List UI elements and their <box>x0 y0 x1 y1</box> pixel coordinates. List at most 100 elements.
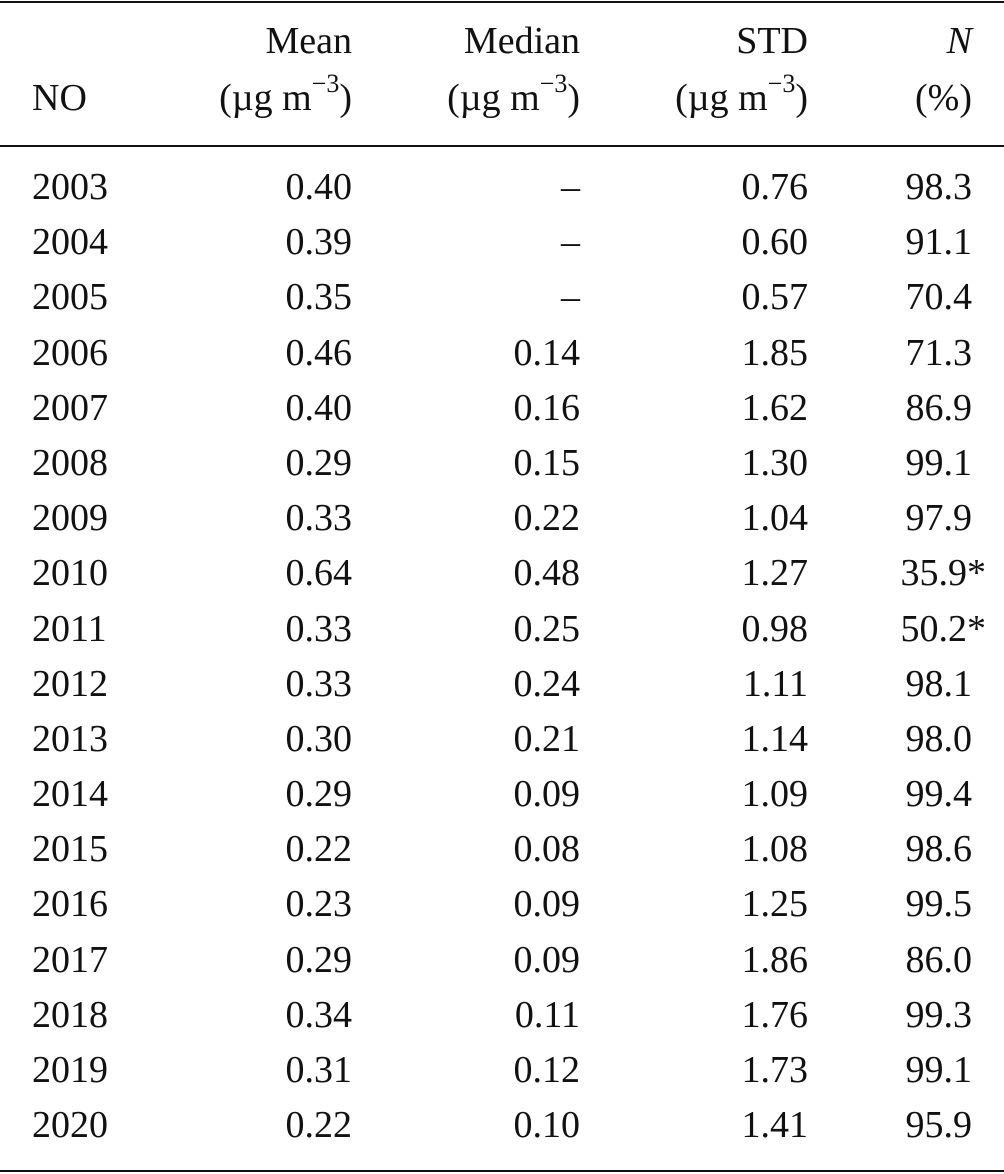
cell-year: 2012 <box>32 662 108 705</box>
cell-median: – <box>561 221 580 264</box>
cell-median: 0.24 <box>513 662 581 705</box>
cell-mean: 0.40 <box>285 386 353 429</box>
table-row: 2013 0.30 0.21 1.14 98.0 <box>0 712 1004 767</box>
cell-median: 0.21 <box>513 717 581 760</box>
table-row: 2009 0.33 0.22 1.04 97.9 <box>0 491 1004 546</box>
cell-std: 1.73 <box>741 1049 809 1091</box>
table-row: 2004 0.39 – 0.60 91.1 <box>0 215 1004 270</box>
cell-mean: 0.29 <box>285 441 353 484</box>
cell-mean: 0.40 <box>285 166 353 208</box>
cell-std: 1.76 <box>741 993 809 1036</box>
cell-year: 2016 <box>32 883 108 926</box>
cell-mean: 0.22 <box>285 828 353 871</box>
cell-median: 0.09 <box>513 883 581 926</box>
cell-mean: 0.29 <box>285 773 353 816</box>
cell-year: 2011 <box>32 607 107 650</box>
header-std-label: STD <box>736 20 808 62</box>
cell-n: 97.9 <box>905 497 973 540</box>
table-row: 2017 0.29 0.09 1.86 86.0 <box>0 933 1004 988</box>
cell-mean: 0.35 <box>285 276 353 319</box>
cell-n: 99.3 <box>905 993 973 1036</box>
cell-std: 1.25 <box>741 883 809 926</box>
cell-mean: 0.30 <box>285 717 353 760</box>
cell-mean: 0.64 <box>285 552 353 595</box>
cell-n: 50.2* <box>900 607 987 650</box>
cell-year: 2019 <box>32 1049 108 1091</box>
cell-n: 35.9* <box>900 552 987 595</box>
cell-std: 1.09 <box>741 773 809 816</box>
table-header: NO Mean (µg m−3) Median (µg m−3) STD (µg… <box>0 0 1004 145</box>
cell-std: 0.60 <box>741 221 809 264</box>
cell-year: 2017 <box>32 938 108 981</box>
cell-n: 98.6 <box>905 828 973 871</box>
header-median-unit: (µg m−3) <box>447 69 580 119</box>
cell-n: 86.0 <box>905 938 973 981</box>
header-no: NO <box>32 77 87 119</box>
cell-year: 2009 <box>32 497 108 540</box>
cell-mean: 0.29 <box>285 938 353 981</box>
cell-std: 1.08 <box>741 828 809 871</box>
cell-n: 98.3 <box>905 166 973 208</box>
table-row: 2015 0.22 0.08 1.08 98.6 <box>0 822 1004 877</box>
cell-median: – <box>561 276 580 319</box>
table-row: 2014 0.29 0.09 1.09 99.4 <box>0 767 1004 822</box>
cell-mean: 0.33 <box>285 497 353 540</box>
cell-median: 0.48 <box>513 552 581 595</box>
cell-year: 2020 <box>32 1104 108 1147</box>
cell-n: 98.1 <box>905 662 973 705</box>
cell-year: 2003 <box>32 166 108 208</box>
cell-n: 99.5 <box>905 883 973 926</box>
table-row: 2016 0.23 0.09 1.25 99.5 <box>0 877 1004 932</box>
cell-std: 1.14 <box>741 717 809 760</box>
cell-year: 2006 <box>32 331 108 374</box>
table-row: 2012 0.33 0.24 1.11 98.1 <box>0 657 1004 712</box>
cell-n: 91.1 <box>905 221 973 264</box>
cell-year: 2013 <box>32 717 108 760</box>
table-row: 2003 0.40 – 0.76 98.3 <box>0 160 1004 215</box>
table-header-rule <box>0 145 1004 147</box>
cell-mean: 0.33 <box>285 662 353 705</box>
table-row: 2011 0.33 0.25 0.98 50.2* <box>0 602 1004 657</box>
cell-n: 70.4 <box>905 276 973 319</box>
cell-median: 0.22 <box>513 497 581 540</box>
cell-year: 2010 <box>32 552 108 595</box>
table-top-rule <box>0 1 1004 3</box>
cell-year: 2015 <box>32 828 108 871</box>
cell-median: 0.12 <box>513 1049 581 1091</box>
cell-std: 1.62 <box>741 386 809 429</box>
cell-median: – <box>561 166 580 208</box>
cell-n: 99.1 <box>905 441 973 484</box>
table-row: 2005 0.35 – 0.57 70.4 <box>0 270 1004 325</box>
cell-year: 2007 <box>32 386 108 429</box>
cell-year: 2018 <box>32 993 108 1036</box>
header-n-label: N <box>946 20 972 62</box>
cell-median: 0.25 <box>513 607 581 650</box>
cell-median: 0.09 <box>513 773 581 816</box>
cell-std: 1.04 <box>741 497 809 540</box>
header-median-label: Median <box>463 20 580 62</box>
header-mean-unit: (µg m−3) <box>219 69 352 119</box>
cell-mean: 0.39 <box>285 221 353 264</box>
cell-mean: 0.34 <box>285 993 353 1036</box>
table-row: 2006 0.46 0.14 1.85 71.3 <box>0 326 1004 381</box>
table-row: 2019 0.31 0.12 1.73 99.1 <box>0 1043 1004 1098</box>
table-row: 2010 0.64 0.48 1.27 35.9* <box>0 546 1004 601</box>
cell-std: 0.98 <box>741 607 809 650</box>
header-n-unit: (%) <box>915 77 972 119</box>
cell-median: 0.14 <box>513 331 581 374</box>
cell-std: 1.30 <box>741 441 809 484</box>
cell-std: 1.85 <box>741 331 809 374</box>
cell-mean: 0.23 <box>285 883 353 926</box>
cell-year: 2004 <box>32 221 108 264</box>
cell-year: 2014 <box>32 773 108 816</box>
header-std-unit: (µg m−3) <box>675 69 808 119</box>
cell-median: 0.09 <box>513 938 581 981</box>
cell-median: 0.11 <box>514 993 580 1036</box>
cell-mean: 0.31 <box>285 1049 353 1091</box>
cell-std: 1.41 <box>741 1104 809 1147</box>
header-mean-label: Mean <box>265 20 352 62</box>
cell-mean: 0.22 <box>285 1104 353 1147</box>
table-body: 2003 0.40 – 0.76 98.3 2004 0.39 – 0.60 91.1 2005 0.… <box>0 160 1004 1153</box>
cell-mean: 0.46 <box>285 331 353 374</box>
cell-n: 99.1 <box>905 1049 973 1091</box>
